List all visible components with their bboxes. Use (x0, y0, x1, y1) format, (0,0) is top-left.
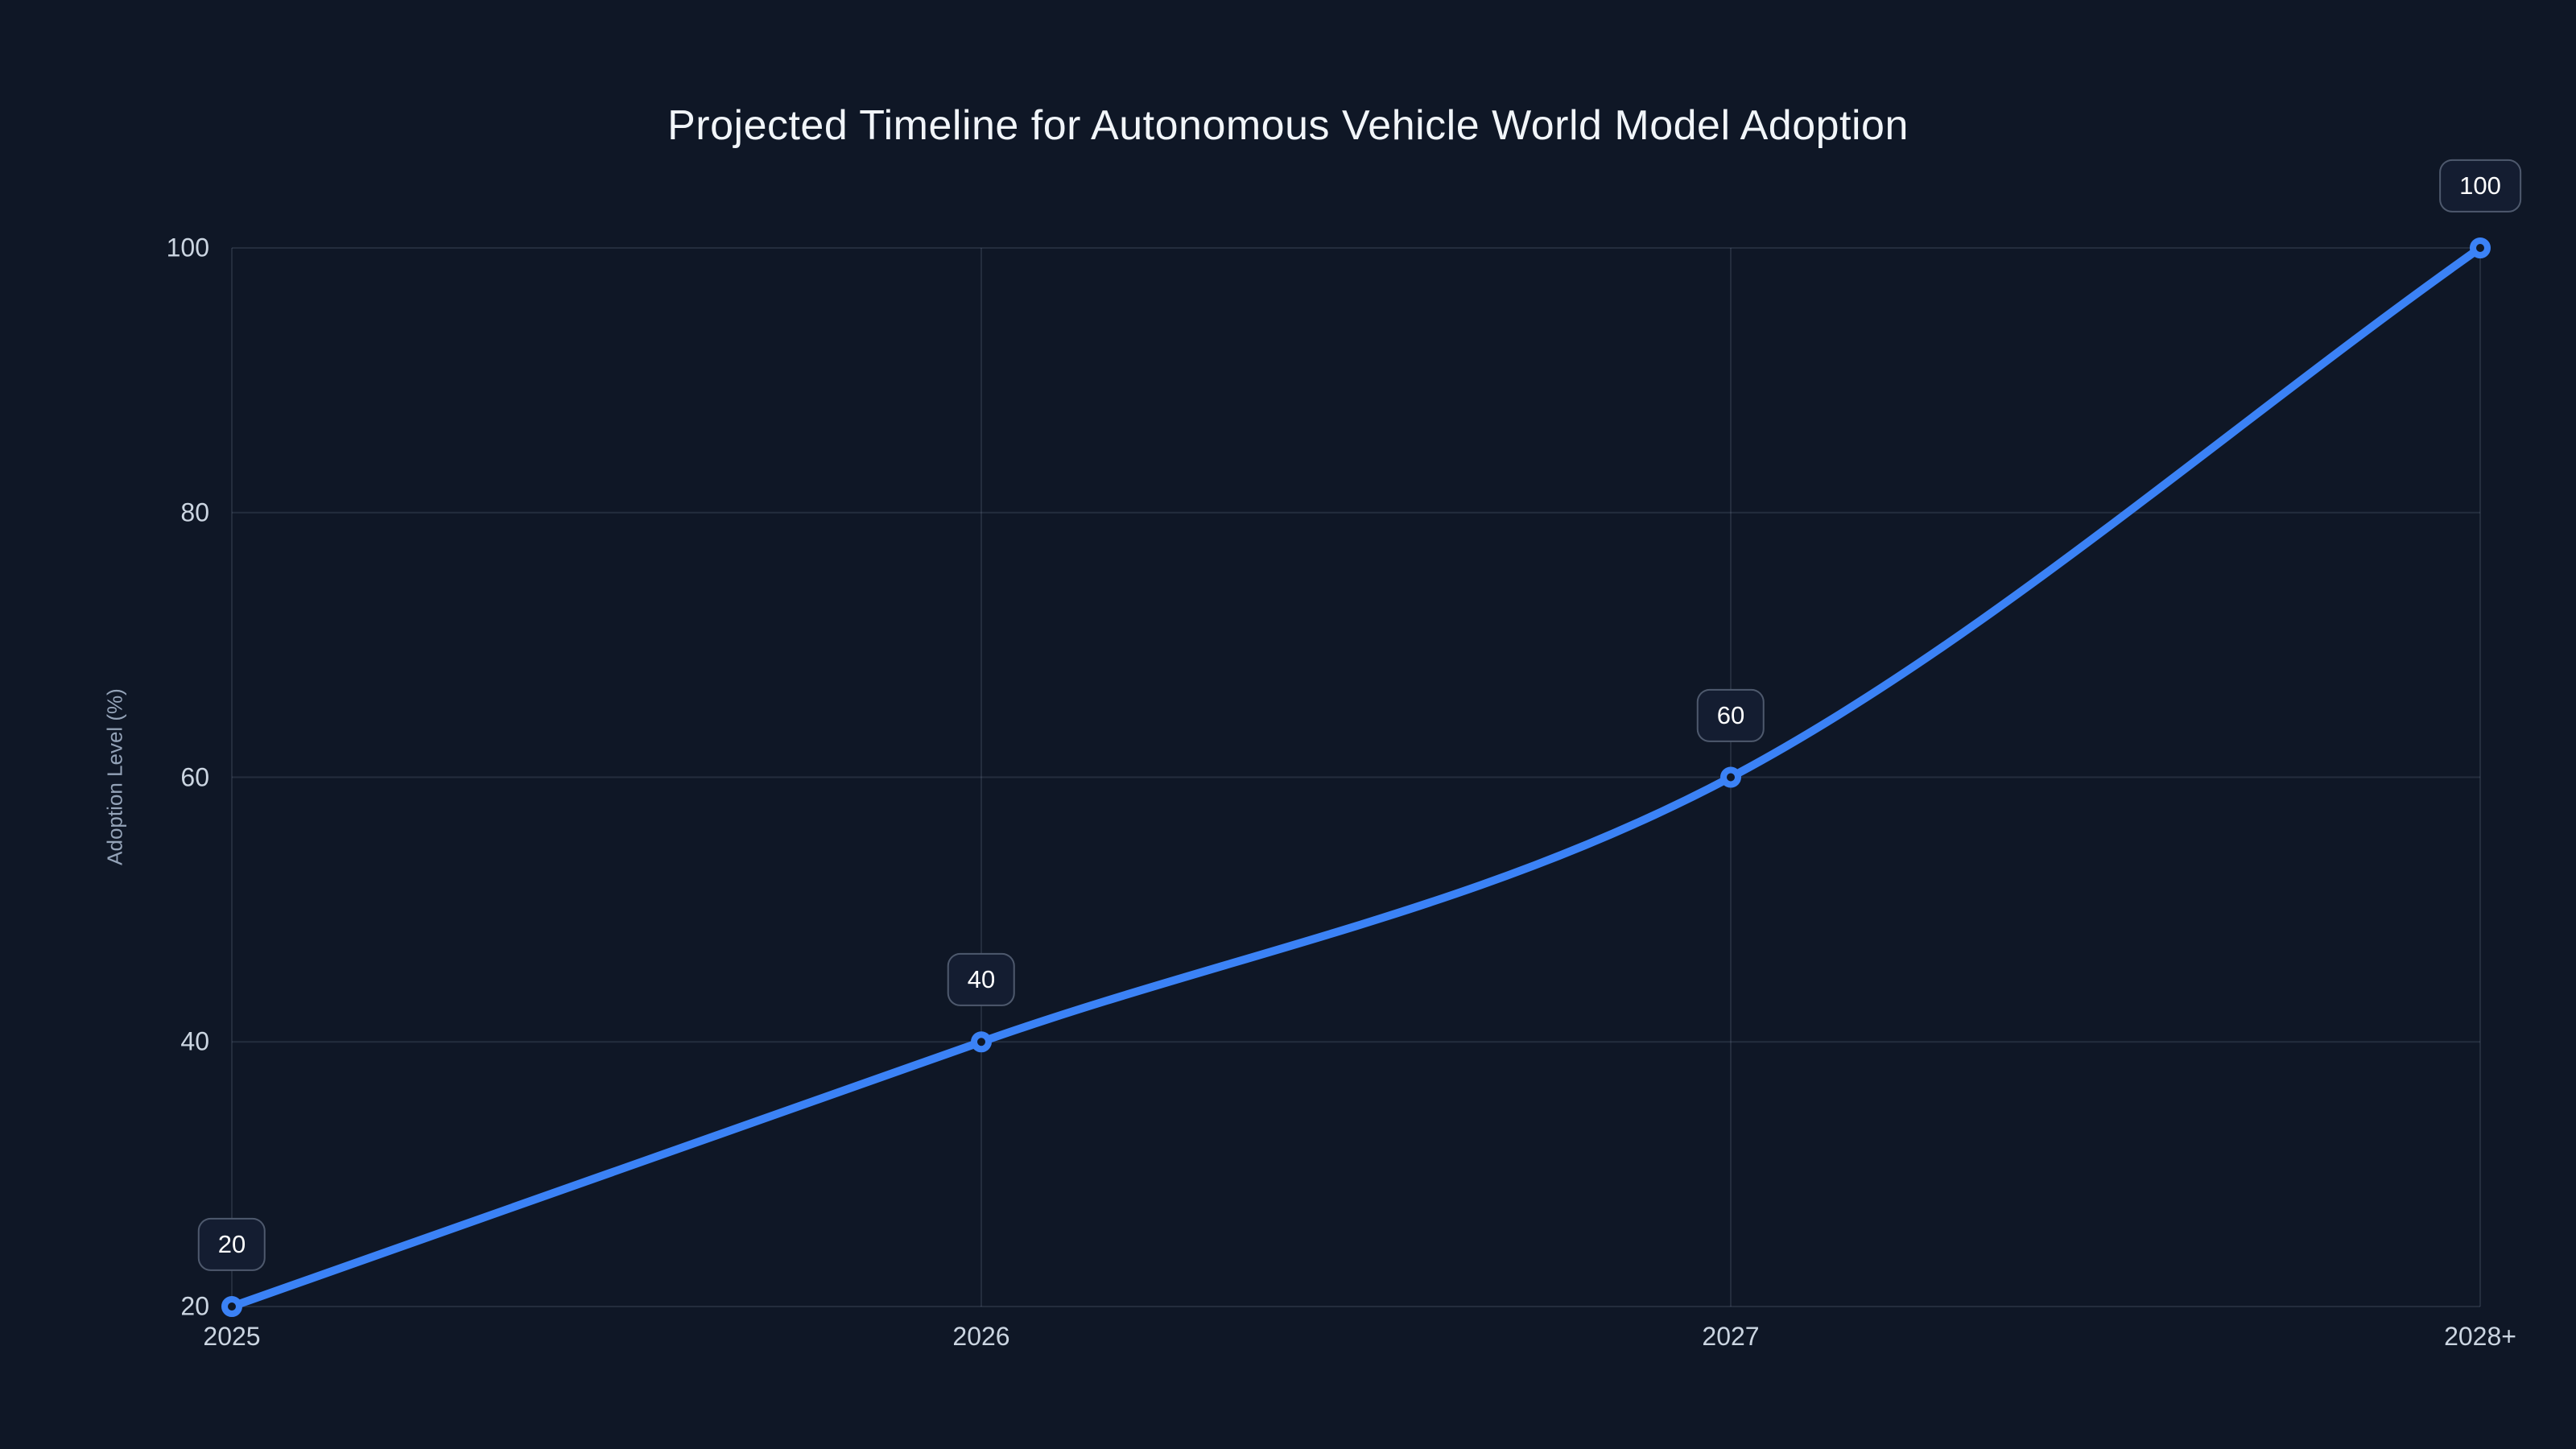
data-point-marker[interactable] (971, 1031, 992, 1053)
data-point-marker[interactable] (1720, 766, 1741, 788)
series-line (228, 244, 2484, 1311)
x-tick-label: 2028+ (2444, 1322, 2516, 1351)
y-tick-label: 80 (180, 497, 209, 527)
x-tick-label: 2025 (203, 1322, 261, 1351)
data-point-badge: 40 (947, 953, 1016, 1007)
data-point-badge: 60 (1696, 688, 1765, 742)
chart-title: Projected Timeline for Autonomous Vehicl… (667, 102, 1909, 149)
y-tick-label: 60 (180, 762, 209, 791)
data-point-marker[interactable] (221, 1296, 242, 1317)
y-tick-label: 100 (166, 233, 209, 262)
x-tick-label: 2026 (952, 1322, 1010, 1351)
x-tick-label: 2027 (1702, 1322, 1760, 1351)
y-tick-label: 40 (180, 1026, 209, 1056)
data-point-marker[interactable] (2470, 237, 2491, 258)
data-point-badge: 100 (2439, 159, 2521, 213)
data-point-badge: 20 (197, 1217, 266, 1271)
y-tick-label: 20 (180, 1291, 209, 1321)
